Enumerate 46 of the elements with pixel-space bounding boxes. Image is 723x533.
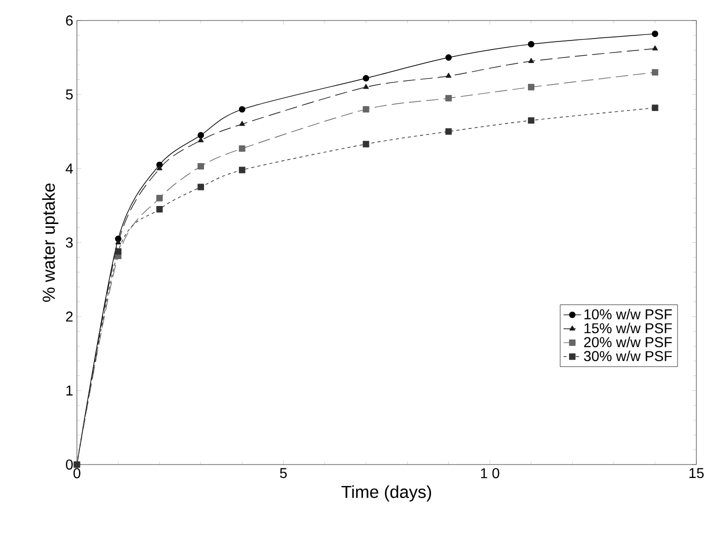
point: [156, 206, 163, 212]
point: [363, 84, 369, 89]
point: [239, 120, 245, 126]
legend-label: 30% w/w PSF: [584, 350, 672, 362]
y-tick-label: 5: [66, 89, 73, 100]
x-tick-label: 15: [689, 468, 704, 478]
y-tick-label: 3: [66, 237, 73, 248]
y-tick-label: 4: [66, 163, 73, 174]
point: [114, 248, 122, 255]
point: [362, 140, 370, 148]
x-tick-label: 0: [74, 468, 80, 478]
point: [198, 162, 204, 170]
y-tick-label: 6: [66, 15, 73, 26]
point: [652, 45, 658, 50]
point: [362, 106, 370, 112]
point: [528, 58, 534, 63]
point: [528, 84, 534, 90]
point: [445, 54, 452, 61]
point: [198, 132, 204, 138]
point: [652, 68, 658, 76]
point: [238, 145, 246, 152]
x-tick-label: 1 0: [481, 468, 500, 478]
legend-label: 10% w/w PSF: [584, 308, 672, 320]
y-tick-label: 1: [66, 386, 73, 396]
point: [446, 72, 452, 78]
point: [238, 106, 246, 112]
y-tick-label: 2: [66, 311, 73, 322]
point: [238, 166, 246, 174]
point: [198, 184, 204, 190]
point: [156, 165, 162, 170]
point: [528, 40, 534, 48]
point: [445, 128, 452, 135]
y-tick-label: 0: [66, 459, 73, 470]
point: [362, 74, 370, 82]
x-tick-label: 5: [280, 468, 287, 478]
legend-label: 15% w/w PSF: [584, 322, 672, 334]
point: [528, 117, 534, 124]
point: [115, 239, 122, 244]
point: [198, 137, 204, 142]
point: [652, 30, 658, 37]
point: [445, 94, 452, 102]
y-axis-title: % water uptake: [42, 183, 58, 302]
point: [652, 104, 658, 111]
legend-label: 20% w/w PSF: [584, 336, 672, 348]
x-axis-title: Time (days): [341, 485, 432, 502]
point: [156, 194, 163, 202]
